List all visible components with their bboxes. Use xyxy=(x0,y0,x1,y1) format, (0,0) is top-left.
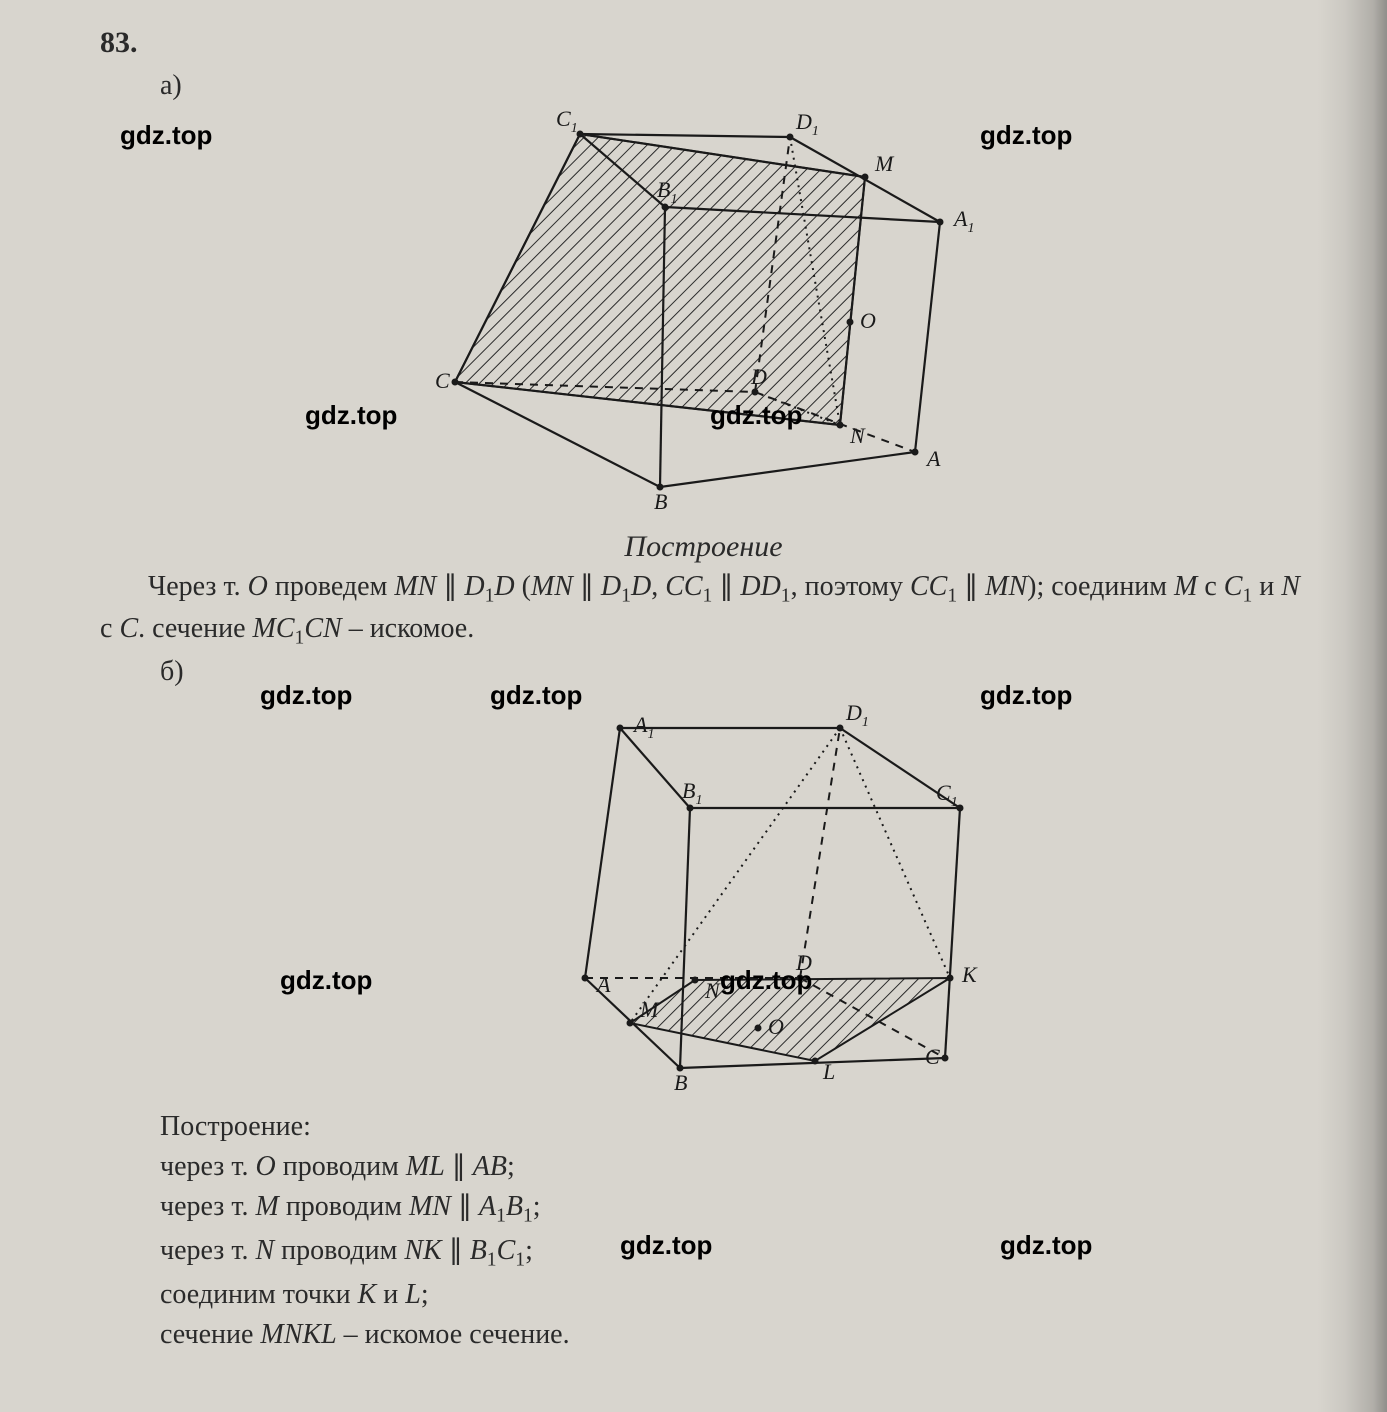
svg-text:A1: A1 xyxy=(632,712,654,742)
problem-number: 83. xyxy=(100,26,1307,60)
svg-text:C1: C1 xyxy=(936,780,958,810)
watermark: gdz.top xyxy=(980,120,1072,151)
watermark: gdz.top xyxy=(720,965,812,996)
part-b-line: через т. N проводим NK ∥ B1C1; xyxy=(160,1232,1307,1274)
figure-a: CBADC1B1A1D1MNO xyxy=(360,92,1080,512)
svg-text:D1: D1 xyxy=(845,700,869,730)
svg-text:A: A xyxy=(925,446,941,471)
svg-text:N: N xyxy=(849,423,866,448)
watermark: gdz.top xyxy=(260,680,352,711)
svg-text:B: B xyxy=(674,1070,687,1095)
svg-text:O: O xyxy=(768,1014,784,1039)
svg-text:C: C xyxy=(925,1044,940,1069)
svg-text:C: C xyxy=(435,368,450,393)
figure-b-holder: ABCDA1B1C1D1MNKLO xyxy=(100,688,1307,1108)
watermark: gdz.top xyxy=(280,965,372,996)
watermark: gdz.top xyxy=(1000,1230,1092,1261)
part-b-line: через т. M проводим MN ∥ A1B1; xyxy=(160,1188,1307,1230)
figure-a-holder: CBADC1B1A1D1MNO xyxy=(100,102,1307,522)
svg-text:A1: A1 xyxy=(952,206,974,236)
svg-text:K: K xyxy=(961,962,978,987)
svg-text:O: O xyxy=(860,308,876,333)
watermark: gdz.top xyxy=(490,680,582,711)
book-spine-shadow xyxy=(1317,0,1387,1412)
part-b-line: соединим точки K и L; xyxy=(160,1276,1307,1314)
watermark: gdz.top xyxy=(710,400,802,431)
part-b-line: через т. O проводим ML ∥ AB; xyxy=(160,1148,1307,1186)
svg-text:C1: C1 xyxy=(556,106,578,136)
svg-text:A: A xyxy=(595,972,611,997)
svg-text:M: M xyxy=(639,997,660,1022)
svg-text:D1: D1 xyxy=(795,109,819,139)
part-b-caption: Построение: xyxy=(160,1108,1307,1146)
svg-text:D: D xyxy=(750,364,767,389)
watermark: gdz.top xyxy=(305,400,397,431)
figure-a-caption: Построение xyxy=(100,530,1307,564)
svg-text:L: L xyxy=(822,1059,835,1084)
svg-text:M: M xyxy=(874,151,895,176)
watermark: gdz.top xyxy=(980,680,1072,711)
svg-text:B: B xyxy=(654,489,667,512)
watermark: gdz.top xyxy=(120,120,212,151)
part-a-text: Через т. O проведем MN ∥ D1D (MN ∥ D1D, … xyxy=(100,568,1307,652)
page: 83. а) CBADC1B1A1D1MNO Построение Через … xyxy=(0,0,1387,1412)
figure-b: ABCDA1B1C1D1MNKLO xyxy=(370,678,1090,1098)
svg-text:N: N xyxy=(704,978,721,1003)
watermark: gdz.top xyxy=(620,1230,712,1261)
part-b-line: сечение MNKL – искомое сечение. xyxy=(160,1316,1307,1354)
